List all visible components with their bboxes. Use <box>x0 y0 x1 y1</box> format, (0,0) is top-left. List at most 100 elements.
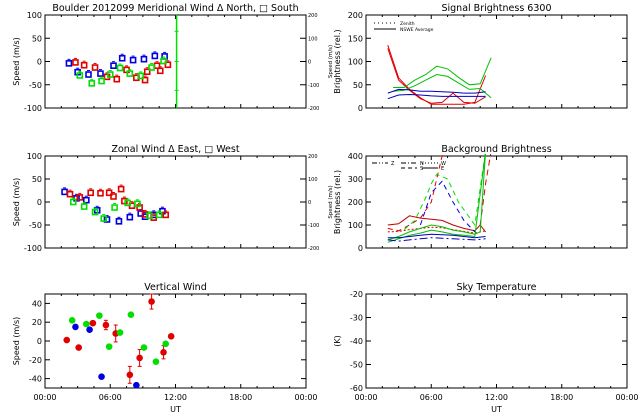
y2-tick-label: 200 <box>308 13 318 19</box>
plot-area <box>63 293 175 388</box>
data-point-blue <box>140 55 148 63</box>
series-line-red-2 <box>387 48 486 104</box>
y-axis-label: Speed (m/s) <box>12 317 21 366</box>
x-tick-label: 00:00 <box>615 393 638 402</box>
chart-zonal: Zonal Wind Δ East, □ West -100 -50 0 50 100 Sp… <box>12 144 334 253</box>
chart-title: Zonal Wind Δ East, □ West <box>111 144 239 155</box>
chart-title: Signal Brightness 6300 <box>441 3 551 14</box>
data-point-red <box>167 333 175 340</box>
chart-title: Background Brightness <box>441 144 551 155</box>
y-tick-label: 100 <box>27 11 42 20</box>
chart-signal: Signal Brightness 6300 0 50 100 150 200 Bright… <box>333 3 628 113</box>
x-tick-label: 12:00 <box>485 393 508 402</box>
y-tick-label: 300 <box>348 175 363 184</box>
data-point-green <box>88 80 96 87</box>
data-point-red <box>63 336 71 344</box>
y-axis-label: (K) <box>333 335 342 347</box>
chart-background: Background Brightness 0 100 200 300 400 Bright… <box>333 144 628 253</box>
y-tick-label: -50 <box>29 221 42 230</box>
data-point-red <box>105 189 113 197</box>
data-point-green <box>124 199 131 207</box>
y-tick-label: 40 <box>32 299 42 308</box>
data-point-green <box>100 215 108 222</box>
data-point-green <box>155 211 163 219</box>
data-point-green <box>160 57 167 65</box>
y-tick-label: 0 <box>37 337 42 346</box>
y-tick-label: 0 <box>37 198 42 207</box>
data-point-blue <box>86 326 93 334</box>
data-point-blue <box>97 70 104 77</box>
y2-tick-label: -200 <box>308 246 319 252</box>
legend-label: Z <box>391 161 395 167</box>
data-point-green <box>134 200 141 208</box>
series-line-green-low <box>387 154 486 243</box>
series-line-blue-solid <box>387 233 486 239</box>
data-point-green <box>146 212 153 220</box>
data-point-red <box>110 193 117 200</box>
y-tick-label: 400 <box>348 152 363 161</box>
y-tick-label: 150 <box>348 34 363 43</box>
data-point-blue <box>115 218 123 225</box>
data-point-red <box>76 194 84 201</box>
data-point-blue <box>118 54 126 62</box>
y2-tick-label: 0 <box>308 60 311 66</box>
data-point-red <box>102 321 110 329</box>
plot-area <box>387 45 492 105</box>
data-point-green <box>68 317 76 324</box>
data-point-red <box>72 59 79 66</box>
y2-tick-label: 100 <box>308 36 318 42</box>
data-point-red <box>87 189 94 197</box>
data-point-green <box>162 340 170 348</box>
x-axis-label: UT <box>170 405 181 414</box>
y-tick-label: 200 <box>348 198 363 207</box>
data-point-red <box>162 211 170 219</box>
series-line-green-2 <box>393 73 492 99</box>
y-tick-label: -50 <box>29 81 42 90</box>
y-tick-label: 0 <box>358 104 363 113</box>
plot-frame <box>44 293 307 389</box>
y2-tick-label: -100 <box>308 223 319 229</box>
y-tick-label: -60 <box>350 384 363 393</box>
y2-tick-label: 0 <box>308 200 311 206</box>
chart-title: Sky Temperature <box>456 282 536 293</box>
legend-label: W <box>441 161 446 167</box>
data-point-red <box>141 76 149 84</box>
series-line-blue-dashed <box>419 180 476 233</box>
y-tick-label: 100 <box>348 221 363 230</box>
data-point-red <box>164 61 172 69</box>
data-point-blue <box>83 196 90 204</box>
y2-tick-label: 200 <box>308 154 318 160</box>
y-tick-label: 200 <box>348 11 363 20</box>
y2-axis-label: Speed (m/s) <box>328 45 334 78</box>
data-point-red <box>113 75 121 83</box>
y-axis-label: Brightness (rel.) <box>333 29 342 93</box>
data-point-red <box>89 319 97 327</box>
y-axis-label: Speed (m/s) <box>12 178 21 227</box>
data-point-red <box>160 348 167 356</box>
x-tick-label: 18:00 <box>550 393 573 402</box>
x-tick-label: 18:00 <box>229 393 252 402</box>
plot-frame <box>365 293 628 389</box>
series-line-red-low <box>387 226 486 234</box>
chart-title: Boulder 2012099 Meridional Wind Δ North,… <box>52 3 298 14</box>
data-point-red <box>156 67 164 75</box>
data-point-green <box>140 344 148 351</box>
series-line-blue-2 <box>387 93 486 100</box>
data-point-green <box>148 64 155 71</box>
series-line-red-solid <box>387 215 486 233</box>
data-point-blue <box>72 323 79 331</box>
y-tick-label: 100 <box>348 58 363 67</box>
data-point-red <box>117 185 125 193</box>
data-point-red <box>66 190 74 198</box>
data-point-green <box>91 208 99 216</box>
y-tick-label: -40 <box>350 337 363 346</box>
y-tick-label: 20 <box>32 318 42 327</box>
data-point-blue <box>61 188 68 196</box>
y2-tick-label: -200 <box>308 106 319 112</box>
data-point-red <box>91 64 99 71</box>
data-point-blue <box>129 56 137 64</box>
series-line-blue-dashdot <box>387 237 486 242</box>
data-point-red <box>136 354 143 362</box>
series-line-blue-1 <box>387 88 486 94</box>
data-point-green <box>105 343 113 350</box>
